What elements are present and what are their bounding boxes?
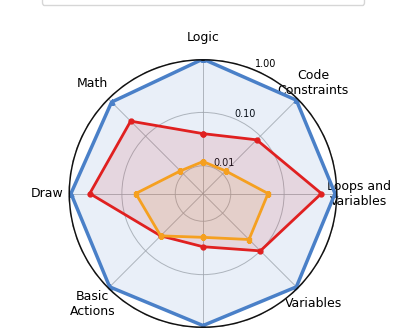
Llama3-8B-Emu xyxy=(200,324,205,328)
Llama3-8B-Emu xyxy=(68,192,73,195)
Llama3-8B-Emu xyxy=(293,98,298,102)
Llama3-70B xyxy=(200,236,205,239)
Llama3-70B xyxy=(246,237,251,241)
Llama3-70B xyxy=(265,192,270,195)
GPT-4V xyxy=(257,249,262,253)
Llama3-8B-Emu xyxy=(200,57,205,61)
Llama3-8B-Emu xyxy=(293,285,298,289)
Llama3-8B-Emu xyxy=(200,57,205,61)
Llama3-8B-Emu xyxy=(109,100,114,104)
Polygon shape xyxy=(90,121,321,251)
Polygon shape xyxy=(135,162,267,239)
Llama3-70B xyxy=(133,192,138,195)
GPT-4V xyxy=(158,234,163,238)
Legend: GPT-4V, Llama3-70B, Llama3-8B-Emu: GPT-4V, Llama3-70B, Llama3-8B-Emu xyxy=(42,0,363,5)
Polygon shape xyxy=(71,59,334,326)
GPT-4V xyxy=(128,119,133,123)
Llama3-70B xyxy=(158,234,163,238)
Line: GPT-4V: GPT-4V xyxy=(87,119,323,253)
GPT-4V xyxy=(87,192,92,195)
GPT-4V xyxy=(318,192,323,195)
Llama3-70B xyxy=(223,169,228,173)
Llama3-70B xyxy=(200,160,205,164)
GPT-4V xyxy=(200,132,205,135)
GPT-4V xyxy=(200,132,205,135)
Line: Llama3-8B-Emu: Llama3-8B-Emu xyxy=(68,57,337,328)
Llama3-8B-Emu xyxy=(107,285,112,289)
Llama3-70B xyxy=(177,169,182,173)
GPT-4V xyxy=(200,245,205,249)
Llama3-70B xyxy=(200,160,205,164)
GPT-4V xyxy=(254,138,258,142)
Llama3-8B-Emu xyxy=(332,192,337,195)
Line: Llama3-70B: Llama3-70B xyxy=(133,159,270,242)
